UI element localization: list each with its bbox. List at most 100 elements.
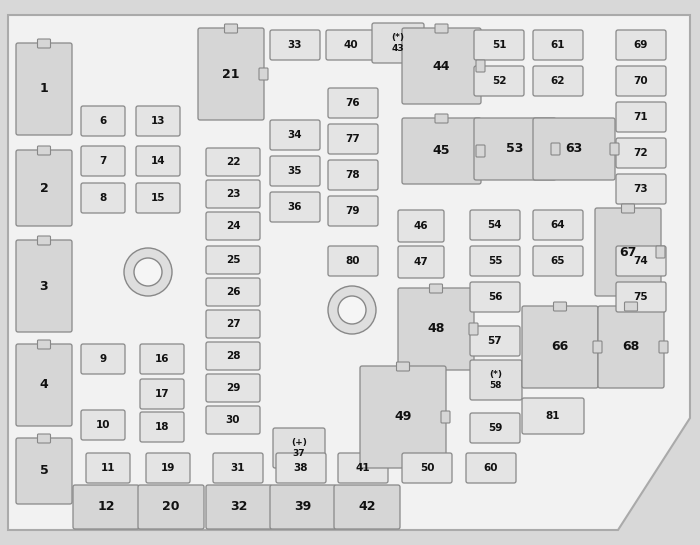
FancyBboxPatch shape xyxy=(474,30,524,60)
Text: 13: 13 xyxy=(150,116,165,126)
FancyBboxPatch shape xyxy=(402,28,481,104)
Text: 65: 65 xyxy=(551,256,566,266)
FancyBboxPatch shape xyxy=(225,24,237,33)
Text: 50: 50 xyxy=(420,463,434,473)
FancyBboxPatch shape xyxy=(138,485,204,529)
FancyBboxPatch shape xyxy=(273,428,325,468)
FancyBboxPatch shape xyxy=(622,204,634,213)
FancyBboxPatch shape xyxy=(466,453,516,483)
Text: 26: 26 xyxy=(225,287,240,297)
FancyBboxPatch shape xyxy=(328,88,378,118)
FancyBboxPatch shape xyxy=(206,246,260,274)
FancyBboxPatch shape xyxy=(326,30,376,60)
Text: 6: 6 xyxy=(99,116,106,126)
Text: 38: 38 xyxy=(294,463,308,473)
Text: 80: 80 xyxy=(346,256,360,266)
FancyBboxPatch shape xyxy=(206,406,260,434)
FancyBboxPatch shape xyxy=(86,453,130,483)
Text: 61: 61 xyxy=(551,40,566,50)
FancyBboxPatch shape xyxy=(435,24,448,33)
Text: 57: 57 xyxy=(488,336,503,346)
Text: 76: 76 xyxy=(346,98,360,108)
Text: (+)
37: (+) 37 xyxy=(291,438,307,458)
Text: 4: 4 xyxy=(40,378,48,391)
FancyBboxPatch shape xyxy=(140,379,184,409)
FancyBboxPatch shape xyxy=(198,28,264,120)
FancyBboxPatch shape xyxy=(146,453,190,483)
FancyBboxPatch shape xyxy=(616,282,666,312)
Text: 74: 74 xyxy=(634,256,648,266)
FancyBboxPatch shape xyxy=(470,246,520,276)
Text: 54: 54 xyxy=(488,220,503,230)
FancyBboxPatch shape xyxy=(616,174,666,204)
FancyBboxPatch shape xyxy=(551,143,560,155)
FancyBboxPatch shape xyxy=(206,342,260,370)
Text: 32: 32 xyxy=(230,500,248,513)
Text: 28: 28 xyxy=(225,351,240,361)
FancyBboxPatch shape xyxy=(81,344,125,374)
FancyBboxPatch shape xyxy=(360,366,446,468)
Text: 56: 56 xyxy=(488,292,503,302)
Text: 18: 18 xyxy=(155,422,169,432)
FancyBboxPatch shape xyxy=(598,306,664,388)
FancyBboxPatch shape xyxy=(402,453,452,483)
Circle shape xyxy=(328,286,376,334)
FancyBboxPatch shape xyxy=(259,68,268,80)
FancyBboxPatch shape xyxy=(441,411,450,423)
FancyBboxPatch shape xyxy=(616,66,666,96)
Text: 51: 51 xyxy=(491,40,506,50)
FancyBboxPatch shape xyxy=(136,106,180,136)
Text: 40: 40 xyxy=(344,40,358,50)
Text: 46: 46 xyxy=(414,221,428,231)
FancyBboxPatch shape xyxy=(328,246,378,276)
FancyBboxPatch shape xyxy=(398,210,444,242)
Text: 52: 52 xyxy=(491,76,506,86)
FancyBboxPatch shape xyxy=(624,302,638,311)
FancyBboxPatch shape xyxy=(136,146,180,176)
FancyBboxPatch shape xyxy=(206,278,260,306)
Text: 73: 73 xyxy=(634,184,648,194)
Circle shape xyxy=(338,296,366,324)
Text: 78: 78 xyxy=(346,170,360,180)
FancyBboxPatch shape xyxy=(16,43,72,135)
Text: 20: 20 xyxy=(162,500,180,513)
FancyBboxPatch shape xyxy=(206,180,260,208)
FancyBboxPatch shape xyxy=(616,102,666,132)
Text: 3: 3 xyxy=(40,280,48,293)
FancyBboxPatch shape xyxy=(270,30,320,60)
Text: 2: 2 xyxy=(40,181,48,195)
Text: 5: 5 xyxy=(40,464,48,477)
Text: 66: 66 xyxy=(552,341,568,354)
FancyBboxPatch shape xyxy=(474,66,524,96)
FancyBboxPatch shape xyxy=(533,66,583,96)
FancyBboxPatch shape xyxy=(328,160,378,190)
FancyBboxPatch shape xyxy=(16,240,72,332)
FancyBboxPatch shape xyxy=(533,246,583,276)
Text: 22: 22 xyxy=(225,157,240,167)
Text: 70: 70 xyxy=(634,76,648,86)
Text: 14: 14 xyxy=(150,156,165,166)
FancyBboxPatch shape xyxy=(474,118,556,180)
FancyBboxPatch shape xyxy=(38,340,50,349)
FancyBboxPatch shape xyxy=(38,236,50,245)
FancyBboxPatch shape xyxy=(476,145,485,157)
FancyBboxPatch shape xyxy=(402,118,481,184)
Text: 72: 72 xyxy=(634,148,648,158)
FancyBboxPatch shape xyxy=(334,485,400,529)
FancyBboxPatch shape xyxy=(270,120,320,150)
Text: 60: 60 xyxy=(484,463,498,473)
Text: 79: 79 xyxy=(346,206,360,216)
Text: 64: 64 xyxy=(551,220,566,230)
Text: 44: 44 xyxy=(433,59,450,72)
Text: 11: 11 xyxy=(101,463,116,473)
FancyBboxPatch shape xyxy=(533,118,615,180)
Text: 68: 68 xyxy=(622,341,640,354)
FancyBboxPatch shape xyxy=(328,196,378,226)
FancyBboxPatch shape xyxy=(616,246,666,276)
Text: 19: 19 xyxy=(161,463,175,473)
Circle shape xyxy=(134,258,162,286)
Text: 69: 69 xyxy=(634,40,648,50)
Text: 34: 34 xyxy=(288,130,302,140)
Text: 47: 47 xyxy=(414,257,428,267)
Text: 62: 62 xyxy=(551,76,566,86)
